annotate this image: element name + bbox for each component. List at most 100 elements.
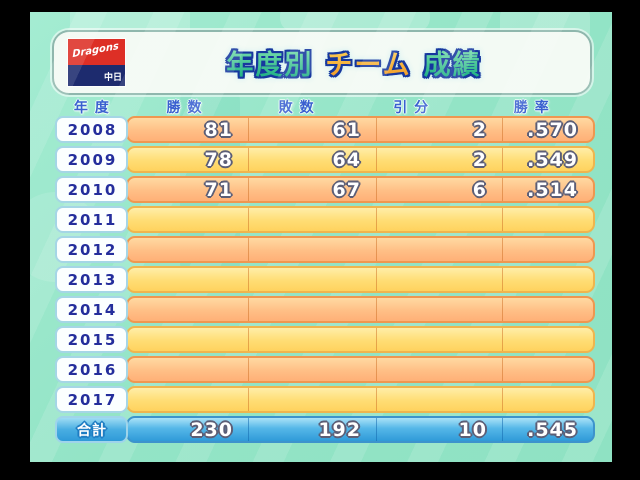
total-rate-cell: .545 (502, 418, 593, 441)
draws-cell (376, 238, 502, 261)
table-row: 2016 (55, 356, 595, 383)
losses-cell (248, 238, 376, 261)
draws-cell (376, 208, 502, 231)
rate-cell (502, 238, 593, 261)
column-headers: 年度 勝数 敗数 引分 勝率 (55, 96, 595, 118)
losses-cell (248, 358, 376, 381)
year-label: 2012 (67, 240, 118, 259)
row-bar (126, 206, 595, 233)
column-header-losses: 敗数 (278, 100, 321, 116)
table-row: 2008 81 61 2 .570 (55, 116, 595, 143)
title-part-2: チーム (325, 43, 411, 82)
draws-cell (376, 268, 502, 291)
losses-cell: 67 (248, 178, 376, 201)
year-label: 2010 (67, 180, 118, 199)
column-header-wins: 勝数 (166, 100, 209, 116)
year-label: 2008 (67, 120, 118, 139)
table-row: 2009 78 64 2 .549 (55, 146, 595, 173)
content-viewport: Dragons 中日 年度別 チーム 成績 年度 勝数 敗数 引分 勝率 200… (30, 12, 612, 462)
page-title: 年度別 チーム 成績 (124, 32, 584, 93)
wins-cell: 71 (204, 178, 233, 201)
table-row: 2014 (55, 296, 595, 323)
draws-cell: 2 (376, 148, 502, 171)
team-flag-bottom: 中日 (68, 64, 125, 86)
year-cell: 2015 (55, 326, 128, 353)
draws-cell (376, 388, 502, 411)
year-cell: 2010 (55, 176, 128, 203)
rate-cell: .549 (502, 148, 593, 171)
year-label: 2016 (67, 360, 118, 379)
row-bar: 71 67 6 .514 (126, 176, 595, 203)
table-row: 2012 (55, 236, 595, 263)
team-flag: Dragons 中日 (68, 39, 125, 86)
year-label: 2011 (67, 210, 118, 229)
rate-cell (502, 208, 593, 231)
total-label: 合計 (77, 422, 107, 439)
column-header-rate: 勝率 (513, 100, 556, 116)
losses-cell: 64 (248, 148, 376, 171)
losses-cell (248, 208, 376, 231)
year-label: 2017 (67, 390, 118, 409)
rate-cell (502, 358, 593, 381)
table-row: 2015 (55, 326, 595, 353)
rate-cell: .570 (502, 118, 593, 141)
year-cell: 2013 (55, 266, 128, 293)
total-row: 合計 230 192 10 .545 (55, 416, 595, 443)
results-table: 2008 81 61 2 .570 2009 78 64 2 .549 20 (55, 116, 595, 443)
title-part-1: 年度別 (226, 43, 313, 82)
year-cell: 2017 (55, 386, 128, 413)
total-draws-cell: 10 (376, 418, 502, 441)
column-header-draws: 引分 (393, 100, 436, 116)
draws-cell: 6 (376, 178, 502, 201)
row-bar (126, 326, 595, 353)
row-bar: 81 61 2 .570 (126, 116, 595, 143)
rate-cell (502, 388, 593, 411)
year-cell: 2014 (55, 296, 128, 323)
draws-cell: 2 (376, 118, 502, 141)
table-row: 2017 (55, 386, 595, 413)
total-label-cell: 合計 (55, 416, 128, 443)
row-bar: 78 64 2 .549 (126, 146, 595, 173)
row-bar (126, 356, 595, 383)
title-part-3: 成績 (424, 43, 482, 82)
total-wins-cell: 230 (190, 418, 233, 441)
draws-cell (376, 328, 502, 351)
rate-cell (502, 328, 593, 351)
year-label: 2015 (67, 330, 118, 349)
losses-cell (248, 328, 376, 351)
wins-cell (128, 268, 248, 291)
wins-cell (128, 238, 248, 261)
wins-cell (128, 358, 248, 381)
rate-cell: .514 (502, 178, 593, 201)
draws-cell (376, 298, 502, 321)
wins-cell: 81 (204, 118, 233, 141)
row-bar (126, 266, 595, 293)
year-cell: 2016 (55, 356, 128, 383)
year-cell: 2008 (55, 116, 128, 143)
rate-cell (502, 268, 593, 291)
row-bar (126, 296, 595, 323)
total-bar: 230 192 10 .545 (126, 416, 595, 443)
title-bar: Dragons 中日 年度別 チーム 成績 (52, 30, 592, 95)
year-label: 2014 (67, 300, 118, 319)
team-flag-top: Dragons (68, 39, 125, 65)
rate-cell (502, 298, 593, 321)
draws-cell (376, 358, 502, 381)
background-pattern (280, 12, 430, 32)
year-cell: 2009 (55, 146, 128, 173)
team-name-text: 中日 (103, 72, 122, 83)
wins-cell: 78 (204, 148, 233, 171)
losses-cell: 61 (248, 118, 376, 141)
year-cell: 2011 (55, 206, 128, 233)
year-cell: 2012 (55, 236, 128, 263)
table-row: 2010 71 67 6 .514 (55, 176, 595, 203)
row-bar (126, 236, 595, 263)
losses-cell (248, 388, 376, 411)
wins-cell (128, 298, 248, 321)
table-row: 2011 (55, 206, 595, 233)
wins-cell (128, 208, 248, 231)
total-losses-cell: 192 (248, 418, 376, 441)
row-bar (126, 386, 595, 413)
year-label: 2013 (67, 270, 118, 289)
